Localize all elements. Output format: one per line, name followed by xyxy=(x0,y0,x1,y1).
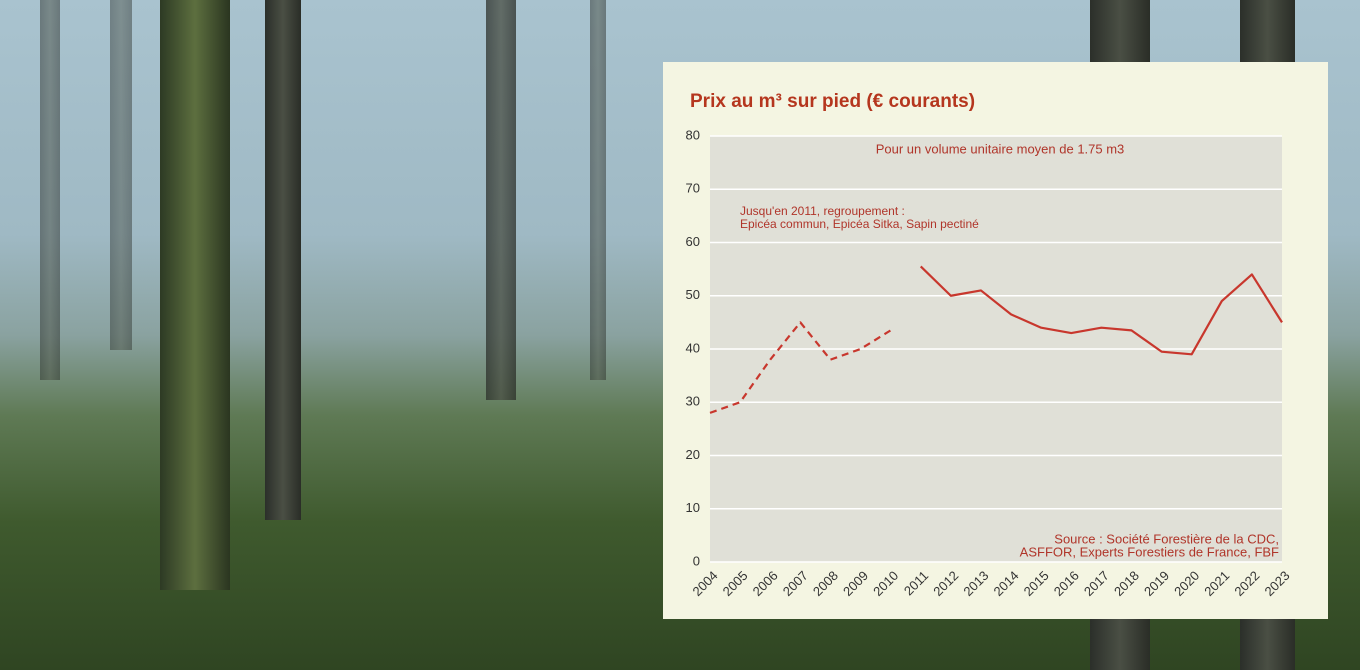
tree-trunk xyxy=(160,0,230,590)
y-tick-label: 50 xyxy=(686,287,700,302)
chart: Prix au m³ sur pied (€ courants) Pour un… xyxy=(663,62,1328,619)
line-series xyxy=(919,265,1283,356)
y-tick-label: 60 xyxy=(686,234,700,249)
tree-trunk xyxy=(40,0,60,380)
tree-trunk xyxy=(590,0,606,380)
source-note: Source : Société Forestière de la CDC, xyxy=(1054,531,1279,546)
annotation: Pour un volume unitaire moyen de 1.75 m3 xyxy=(876,141,1125,156)
y-tick-label: 80 xyxy=(686,127,700,142)
source-note: ASFFOR, Experts Forestiers de France, FB… xyxy=(1020,544,1279,559)
line-series xyxy=(709,321,892,414)
y-tick-label: 10 xyxy=(686,500,700,515)
y-tick-label: 70 xyxy=(686,181,700,196)
annotation: Jusqu'en 2011, regroupement : xyxy=(740,204,905,218)
y-tick-label: 30 xyxy=(686,394,700,409)
tree-trunk xyxy=(265,0,301,520)
y-tick-label: 40 xyxy=(686,340,700,355)
tree-trunk xyxy=(110,0,132,350)
y-tick-label: 20 xyxy=(686,447,700,462)
y-tick-label: 0 xyxy=(693,553,700,568)
tree-trunk xyxy=(486,0,516,400)
chart-title: Prix au m³ sur pied (€ courants) xyxy=(690,91,975,112)
annotation: Epicéa commun, Epicéa Sitka, Sapin pecti… xyxy=(740,217,979,231)
